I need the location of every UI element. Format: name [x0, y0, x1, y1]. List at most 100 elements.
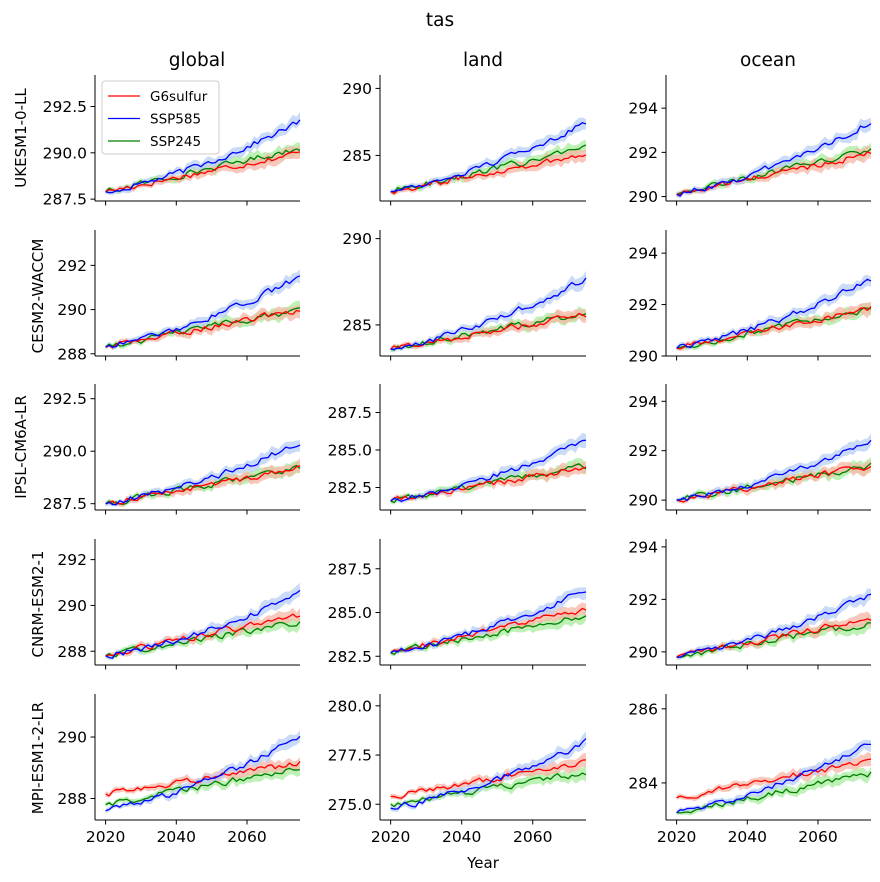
column-title-global: global — [169, 50, 225, 71]
y-tick-label: 290 — [628, 492, 658, 510]
panel-2-2: 290 292 294 — [628, 384, 872, 515]
series-line-ssp585 — [105, 444, 301, 506]
legend-frame — [101, 80, 220, 155]
y-tick-label: 290 — [628, 643, 658, 661]
legend: G6sulfur SSP585 SSP245 — [101, 80, 220, 155]
series-line-g6sulfur — [676, 151, 872, 196]
y-tick-label: 290.0 — [43, 144, 87, 162]
series-line-ssp245 — [676, 148, 872, 195]
panel-0-1: 285 290 — [342, 75, 587, 206]
y-tick-label: 287.5 — [43, 495, 87, 513]
x-tick-label: 2060 — [798, 828, 837, 846]
series-line-g6sulfur — [676, 465, 872, 503]
y-tick-label: 286 — [628, 700, 658, 718]
spread-band-ssp585 — [676, 118, 871, 199]
y-tick-label: 287.5 — [328, 404, 372, 422]
series-line-ssp585 — [390, 122, 587, 193]
y-tick-label: 285.0 — [328, 604, 372, 622]
spread-band-ssp585 — [390, 270, 586, 352]
y-tick-label: 294 — [628, 393, 658, 411]
y-tick-label: 292 — [57, 257, 87, 275]
y-tick-label: 292 — [628, 442, 658, 460]
spread-band-g6sulfur — [390, 308, 586, 352]
y-tick-label: 277.5 — [328, 747, 372, 765]
y-tick-label: 290 — [342, 230, 372, 248]
y-tick-label: 288 — [57, 790, 87, 808]
y-tick-label: 290 — [57, 597, 87, 615]
spread-band-ssp585 — [390, 731, 586, 812]
series-line-g6sulfur — [676, 758, 872, 799]
x-axis-label: Year — [466, 854, 500, 872]
y-tick-label: 290 — [57, 729, 87, 747]
series-line-g6sulfur — [390, 154, 587, 195]
row-label-mpi-esm1-2-lr: MPI-ESM1-2-LR — [29, 702, 47, 814]
legend-label-ssp585: SSP585 — [150, 112, 201, 128]
panel-4-2: 284 286 2020 2040 2060 — [628, 694, 872, 846]
y-tick-label: 280.0 — [328, 697, 372, 715]
figure-title: tas — [426, 10, 454, 31]
series-line-ssp585 — [105, 275, 301, 348]
y-tick-label: 287.5 — [328, 560, 372, 578]
spread-band-ssp585 — [105, 112, 300, 195]
legend-label-g6sulfur: G6sulfur — [150, 89, 208, 105]
series-line-ssp585 — [676, 593, 872, 658]
series-line-g6sulfur — [390, 759, 587, 799]
series-line-ssp585 — [676, 743, 872, 814]
spread-band-g6sulfur — [676, 752, 871, 802]
panel-1-2: 290 292 294 — [628, 230, 872, 366]
y-tick-label: 290 — [57, 301, 87, 319]
spread-band-ssp585 — [105, 439, 300, 507]
y-tick-label: 288 — [57, 345, 87, 363]
y-tick-label: 292.5 — [43, 390, 87, 408]
y-tick-label: 294 — [628, 538, 658, 556]
y-tick-label: 290 — [628, 348, 658, 366]
series-line-ssp245 — [105, 464, 301, 505]
series-line-ssp245 — [676, 622, 872, 658]
y-tick-label: 285 — [342, 147, 372, 165]
x-tick-label: 2040 — [728, 828, 767, 846]
column-title-ocean: ocean — [740, 50, 796, 71]
y-tick-label: 294 — [628, 245, 658, 263]
panel-0-2: 290 292 294 — [628, 75, 872, 206]
series-line-ssp585 — [676, 278, 872, 349]
panel-3-1: 282.5 285.0 287.5 — [328, 539, 587, 670]
panel-2-1: 282.5 285.0 287.5 — [328, 384, 587, 515]
panel-3-0: 288 290 292 — [57, 539, 301, 670]
y-tick-label: 290 — [342, 80, 372, 98]
legend-label-ssp245: SSP245 — [150, 134, 201, 150]
y-tick-label: 292 — [628, 296, 658, 314]
series-line-g6sulfur — [105, 465, 301, 505]
series-line-ssp585 — [105, 735, 301, 812]
row-label-cesm2-waccm: CESM2-WACCM — [29, 239, 47, 354]
y-tick-label: 288 — [57, 643, 87, 661]
series-line-ssp245 — [105, 621, 301, 657]
x-tick-label: 2020 — [86, 828, 125, 846]
series-line-ssp585 — [390, 439, 587, 502]
series-line-ssp585 — [676, 123, 872, 197]
series-line-ssp245 — [105, 148, 301, 193]
x-tick-label: 2040 — [157, 828, 196, 846]
y-tick-label: 292 — [628, 591, 658, 609]
column-title-land: land — [463, 50, 503, 71]
y-tick-label: 290.0 — [43, 443, 87, 461]
series-line-ssp585 — [676, 439, 872, 502]
y-tick-label: 285 — [342, 316, 372, 334]
panel-1-0: 288 290 292 — [57, 230, 301, 363]
series-line-g6sulfur — [105, 151, 301, 193]
y-tick-label: 284 — [628, 774, 658, 792]
panel-3-2: 290 292 294 — [628, 538, 872, 670]
series-line-g6sulfur — [676, 306, 872, 350]
y-tick-label: 282.5 — [328, 648, 372, 666]
x-tick-label: 2040 — [442, 828, 481, 846]
series-line-g6sulfur — [105, 613, 301, 657]
series-line-ssp585 — [105, 119, 301, 194]
x-tick-label: 2020 — [657, 828, 696, 846]
series-line-g6sulfur — [390, 607, 587, 654]
series-line-ssp585 — [390, 277, 587, 350]
series-line-ssp245 — [676, 771, 872, 814]
y-tick-label: 292.5 — [43, 98, 87, 116]
row-label-ipsl-cm6a-lr: IPSL-CM6A-LR — [12, 395, 30, 499]
y-tick-label: 282.5 — [328, 479, 372, 497]
panels-grid: 287.5 290.0 292.5 G6sulfur SSP585 SSP245 285 29… — [43, 75, 872, 846]
